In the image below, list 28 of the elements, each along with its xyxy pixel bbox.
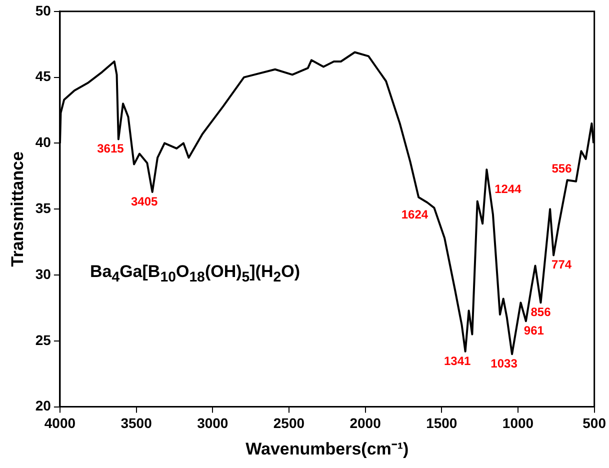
text: Ba$_{4}$Ga[B$_{10}$O$_{18}$(OH)$_{5}$](H$_{2}$O) <box>90 262 300 286</box>
annotation: 3615 <box>97 142 124 156</box>
annotation: 1244 <box>494 182 522 196</box>
x-tick-label: 1500 <box>426 415 458 432</box>
annotation: 774 <box>552 258 572 272</box>
x-tick-label: 4000 <box>44 415 76 432</box>
annotation: 1624 <box>401 207 428 222</box>
y-axis-title: Transmittance <box>8 151 27 267</box>
annotation: 1341 <box>444 354 471 368</box>
x-tick-label: 2000 <box>350 415 382 432</box>
x-tick-label: 3500 <box>120 415 152 432</box>
annotation: 1033 <box>490 356 518 370</box>
y-tick-label: 25 <box>35 332 52 348</box>
y-tick-label: 45 <box>35 68 52 84</box>
annotation: 856 <box>530 304 552 319</box>
annotation: 3405 <box>130 194 158 208</box>
annotation: 556 <box>552 161 572 176</box>
x-tick-label: 2500 <box>273 415 305 432</box>
y-tick-label: 35 <box>35 200 52 216</box>
x-tick-label: 1000 <box>502 415 534 432</box>
y-tick-label: 20 <box>35 398 52 414</box>
y-tick-label: 40 <box>35 134 52 150</box>
x-tick-label: 500 <box>582 415 606 432</box>
x-tick-label: 3000 <box>197 415 228 432</box>
annotation: 961 <box>524 323 544 338</box>
y-tick-label: 30 <box>35 266 52 282</box>
y-tick-label: 50 <box>35 2 52 18</box>
x-axis-title: Wavenumbers(cm⁻¹) <box>246 439 409 458</box>
